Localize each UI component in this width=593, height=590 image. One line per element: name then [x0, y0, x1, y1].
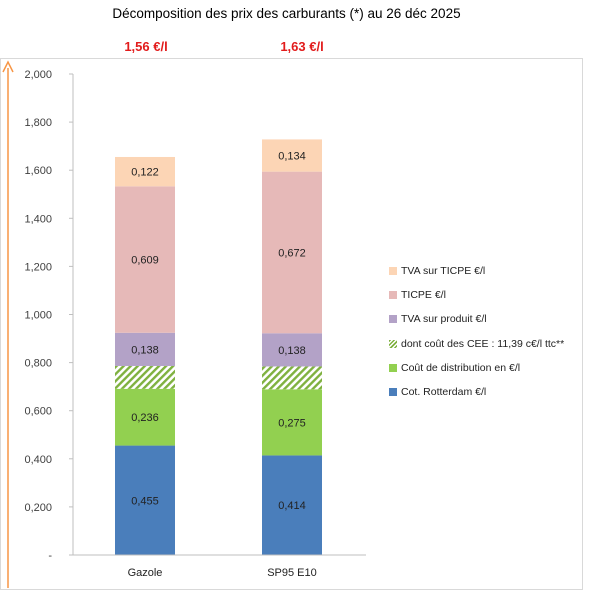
y-tick-label: 1,400: [24, 213, 52, 225]
legend-label: TVA sur TICPE €/l: [401, 265, 486, 278]
axis-arrow: [2, 60, 14, 588]
legend-item: dont coût des CEE : 11,39 c€/l ttc**: [389, 332, 564, 356]
legend-item: Coût de distribution en €/l: [389, 356, 564, 380]
legend: TVA sur TICPE €/l TICPE €/l TVA sur produi…: [389, 259, 564, 404]
y-axis: - 0,200 0,400 0,600 0,800 1,000 1,200 1,400 1,60…: [24, 69, 74, 562]
arrow-head: [2, 60, 14, 73]
y-tick-label: -: [48, 550, 52, 562]
legend-item: TVA sur TICPE €/l: [389, 259, 564, 283]
data-label: 0,236: [131, 412, 159, 424]
legend-swatch: [389, 291, 397, 300]
legend-swatch: [389, 363, 397, 372]
data-label: 0,672: [278, 247, 306, 259]
data-label: 0,134: [278, 151, 306, 163]
legend-swatch: [389, 267, 397, 276]
legend-label: TVA sur produit €/l: [401, 313, 487, 326]
y-tick-label: 0,200: [24, 502, 52, 514]
bar-segment: [115, 365, 175, 389]
x-axis: Gazole SP95 E10: [73, 554, 366, 579]
bar-segment: [262, 455, 322, 555]
data-label: 0,414: [278, 500, 306, 512]
legend-item: Cot. Rotterdam €/l: [389, 380, 564, 404]
price-label-gazole: 1,56 €/l: [124, 39, 168, 54]
legend-label: dont coût des CEE : 11,39 c€/l ttc**: [401, 337, 565, 350]
legend-label: Coût de distribution en €/l: [401, 361, 521, 374]
bar-segment: [115, 186, 175, 333]
chart-title: Décomposition des prix des carburants (*…: [112, 6, 461, 21]
data-label: 0,455: [131, 495, 159, 507]
y-tick-label: 0,400: [24, 454, 52, 466]
y-tick-label: 1,600: [24, 165, 52, 177]
y-tick-label: 0,600: [24, 406, 52, 418]
bar-segment: [262, 389, 322, 456]
legend-label: Cot. Rotterdam €/l: [401, 386, 487, 399]
x-tick-label: SP95 E10: [267, 567, 317, 579]
bar-segment: [115, 445, 175, 555]
legend-swatch: [389, 388, 397, 397]
x-tick-label: Gazole: [128, 567, 163, 579]
data-label: 0,122: [131, 167, 159, 179]
bar-segment: [262, 139, 322, 172]
data-label: 0,138: [131, 344, 159, 356]
legend-swatch: [389, 315, 397, 324]
data-label: 0,275: [278, 417, 306, 429]
bar-segment: [262, 171, 322, 334]
y-tick-label: 0,800: [24, 358, 52, 370]
bar-segment: [115, 332, 175, 366]
bar-segment: [262, 333, 322, 367]
bar-segment: [115, 156, 175, 187]
y-tick-label: 1,000: [24, 310, 52, 322]
legend-label: TICPE €/l: [401, 289, 446, 302]
price-label-sp95: 1,63 €/l: [280, 39, 324, 54]
y-tick-label: 2,000: [24, 69, 52, 81]
data-label: 0,609: [131, 255, 159, 267]
legend-item: TVA sur produit €/l: [389, 307, 564, 331]
y-tick-label: 1,200: [24, 261, 52, 273]
bar-segment: [115, 388, 175, 446]
data-label: 0,138: [278, 345, 306, 357]
y-tick-label: 1,800: [24, 117, 52, 129]
bars: 0,455 0,236 0,138 0,609 0,122 0,414 0,275 0,138…: [115, 139, 322, 555]
bar-segment: [262, 366, 322, 390]
legend-item: TICPE €/l: [389, 283, 564, 307]
legend-swatch: [389, 339, 397, 348]
